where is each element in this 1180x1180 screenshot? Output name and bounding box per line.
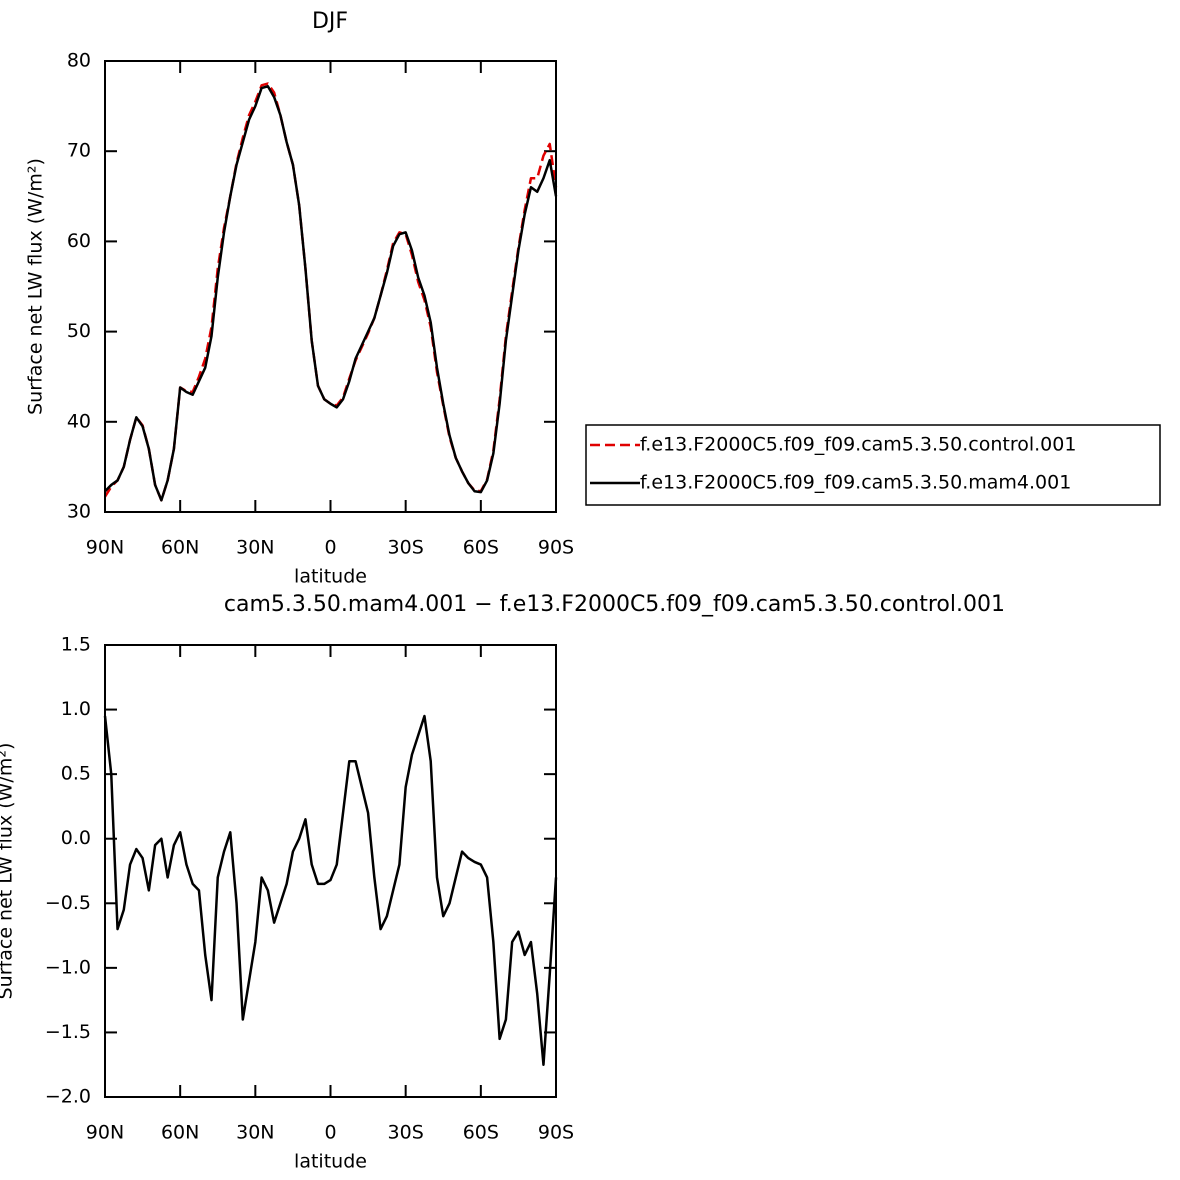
y-tick-label: 0.0: [61, 827, 91, 849]
y-axis-label: Surface net LW flux (W/m²): [25, 158, 47, 415]
y-tick-label: 40: [67, 410, 91, 432]
x-tick-label: 60S: [463, 1122, 499, 1144]
y-tick-label: 30: [67, 501, 91, 523]
chart-title: cam5.3.50.mam4.001 − f.e13.F2000C5.f09_f…: [224, 592, 1005, 617]
legend-label: f.e13.F2000C5.f09_f09.cam5.3.50.control.…: [640, 434, 1076, 456]
x-tick-label: 90S: [538, 537, 574, 559]
x-tick-label: 90N: [86, 537, 124, 559]
y-tick-label: 60: [67, 230, 91, 252]
x-tick-label: 60N: [161, 537, 199, 559]
data-line: [103, 82, 558, 502]
x-tick-label: 30N: [236, 1122, 274, 1144]
x-tick-label: 60N: [161, 1122, 199, 1144]
y-tick-label: 50: [67, 320, 91, 342]
y-tick-label: 1.5: [61, 634, 91, 656]
data-line: [104, 85, 558, 502]
x-tick-label: 0: [324, 1122, 336, 1144]
y-tick-label: −0.5: [45, 892, 91, 914]
x-tick-label: 60S: [463, 537, 499, 559]
y-axis-label: Surface net LW flux (W/m²): [0, 743, 17, 1000]
x-tick-label: 0: [324, 537, 336, 559]
data-line: [103, 714, 558, 1066]
chart-title: DJF: [312, 9, 348, 34]
y-tick-label: −1.0: [45, 956, 91, 978]
x-axis-label: latitude: [294, 566, 367, 588]
legend-box: [585, 424, 1161, 506]
y-tick-label: 1.0: [61, 698, 91, 720]
x-tick-label: 30S: [388, 537, 424, 559]
x-axis-label: latitude: [294, 1151, 367, 1173]
plot-frame: [104, 644, 557, 1098]
x-tick-label: 30S: [388, 1122, 424, 1144]
y-tick-label: −2.0: [45, 1086, 91, 1108]
x-tick-label: 90N: [86, 1122, 124, 1144]
plot-frame: [104, 60, 557, 513]
y-tick-label: −1.5: [45, 1021, 91, 1043]
y-tick-label: 80: [67, 50, 91, 72]
x-tick-label: 30N: [236, 537, 274, 559]
x-tick-label: 90S: [538, 1122, 574, 1144]
legend-label: f.e13.F2000C5.f09_f09.cam5.3.50.mam4.001: [640, 472, 1071, 494]
y-tick-label: 0.5: [61, 763, 91, 785]
y-tick-label: 70: [67, 140, 91, 162]
